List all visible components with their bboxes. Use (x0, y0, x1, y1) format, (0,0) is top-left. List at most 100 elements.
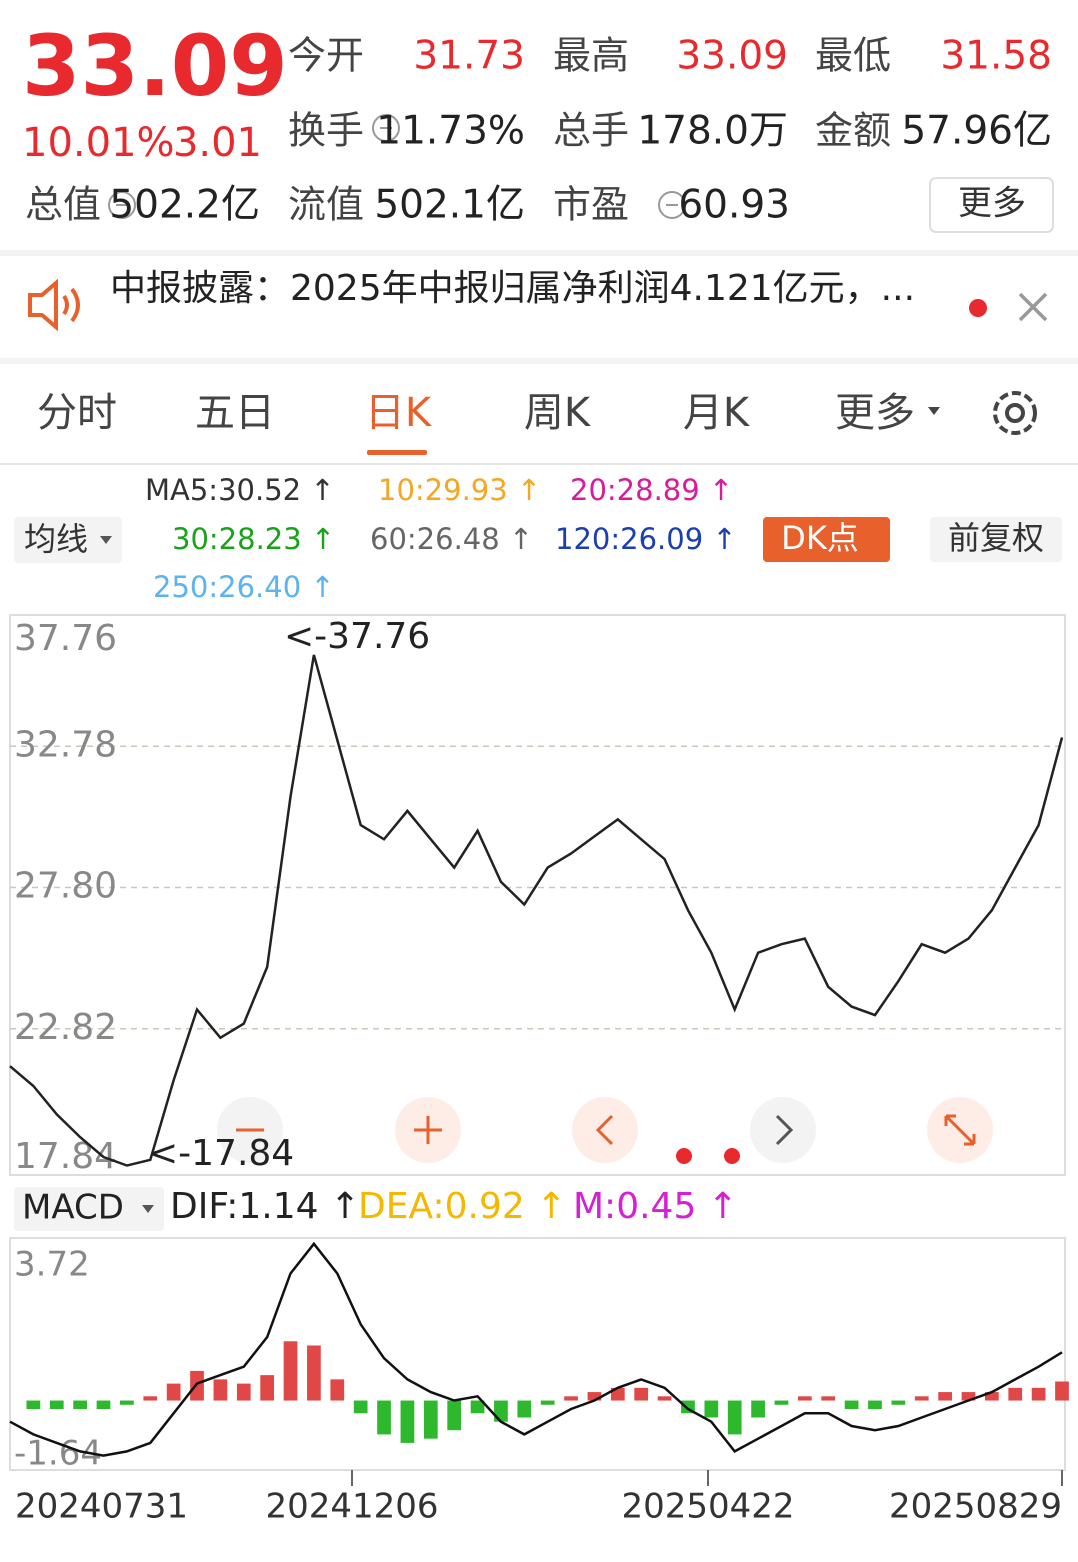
macd-legend: DIF:1.14 ↑ (170, 1186, 360, 1227)
field-value: 31.73 (413, 34, 525, 79)
chart-controls[interactable] (217, 1097, 993, 1163)
macd-bar (938, 1392, 952, 1401)
macd-bar (587, 1392, 602, 1401)
indicator-selector[interactable] (14, 1187, 164, 1231)
macd-bar (517, 1400, 532, 1418)
macd-bar (400, 1400, 415, 1443)
macd-legend: M:0.45 ↑ (573, 1186, 738, 1227)
field-label: 总手 (553, 109, 629, 153)
high-annotation: <-37.76 (284, 616, 430, 657)
macd-bar (961, 1392, 976, 1401)
field-label: 市盈 (553, 183, 629, 227)
low-annotation: <-17.84 (148, 1133, 294, 1174)
macd-bar (751, 1400, 765, 1418)
macd-frame (9, 1237, 1066, 1471)
macd-bar (96, 1400, 111, 1410)
macd-bar (1008, 1387, 1023, 1401)
tab: 分时 (37, 390, 117, 436)
macd-bar (821, 1396, 836, 1401)
tab: 更多 (835, 390, 915, 436)
macd-bar (330, 1379, 345, 1401)
y-tick-label: 3.72 (14, 1245, 90, 1285)
page-dot (724, 1148, 740, 1164)
macd-bar (26, 1400, 41, 1410)
kline-frame (9, 614, 1066, 1176)
dropdown-arrow (142, 1205, 154, 1213)
speaker-icon (28, 278, 80, 332)
macd-legend: DEA:0.92 ↑ (358, 1186, 566, 1227)
separator (0, 358, 1078, 364)
ma-legend: 250:26.40 ↑ (153, 570, 335, 604)
indicator-label: MACD (22, 1188, 124, 1228)
dk-button[interactable] (763, 517, 890, 562)
y-tick-label: 27.80 (14, 866, 117, 907)
macd-bar (797, 1396, 812, 1401)
macd-bar (73, 1400, 87, 1410)
macd-bar (190, 1370, 204, 1401)
macd-bar (774, 1400, 789, 1405)
ma-selector-label: 均线 (24, 520, 88, 558)
macd-bar (307, 1345, 321, 1401)
macd-bar (377, 1400, 391, 1435)
tab: 日K (365, 390, 433, 436)
more-button[interactable] (929, 177, 1054, 233)
macd-bar (564, 1396, 578, 1401)
fq-label: 前复权 (948, 519, 1044, 557)
field-label: 最高 (553, 34, 629, 78)
macd-bar (891, 1400, 906, 1405)
x-tick-label: 20240731 (15, 1487, 188, 1527)
field-value: 502.2亿 (109, 183, 260, 228)
separator (0, 250, 1078, 256)
field-value: 502.1亿 (374, 183, 525, 228)
news-text: 中报披露：2025年中报归属净利润4.121亿元，... (110, 268, 915, 309)
macd-bar (470, 1400, 485, 1414)
close-button[interactable] (1018, 292, 1048, 322)
field-value: 33.09 (676, 34, 788, 79)
fq-button[interactable] (930, 517, 1062, 562)
field-label: 换手 (288, 109, 364, 153)
change-pct: 10.01% (22, 120, 175, 166)
unread-dot (969, 299, 987, 317)
macd-bar (283, 1341, 298, 1401)
ma-legend: 30:28.23 ↑ (172, 522, 335, 556)
change: 3.01 (173, 120, 262, 166)
macd-bar (166, 1383, 181, 1401)
macd-bar (49, 1400, 64, 1410)
dk-label: DK点 (781, 519, 859, 557)
settings-icon[interactable] (993, 391, 1037, 435)
x-tick-label: 20241206 (265, 1487, 438, 1527)
field-label: 金额 (815, 109, 891, 153)
page-dot (676, 1148, 692, 1164)
ma-legend: 120:26.09 ↑ (555, 522, 737, 556)
macd-bar (143, 1396, 158, 1401)
macd-bar (353, 1400, 368, 1414)
macd-bar (213, 1379, 228, 1401)
macd-bar (868, 1400, 882, 1410)
x-tick-label: 20250422 (621, 1487, 794, 1527)
field-label: 流值 (288, 183, 364, 227)
price: 33.09 (22, 17, 288, 115)
tab: 周K (524, 390, 592, 436)
field-label: 最低 (815, 34, 891, 78)
dropdown-arrow (100, 536, 112, 544)
macd-bar (236, 1383, 251, 1401)
macd-bar (985, 1392, 999, 1401)
macd-bar (914, 1396, 929, 1401)
tab: 月K (683, 390, 751, 436)
macd-bar (447, 1400, 462, 1431)
field-value: 178.0万 (637, 109, 788, 154)
field-value: 57.96亿 (901, 109, 1052, 154)
field-label: 今开 (288, 34, 364, 78)
ma-legend: 60:26.48 ↑ (370, 522, 533, 556)
x-tick-label: 20250829 (889, 1487, 1062, 1527)
y-tick-label: 32.78 (14, 724, 117, 765)
tab: 五日 (195, 390, 275, 436)
macd-bar (423, 1400, 438, 1439)
field-value: 31.58 (940, 34, 1052, 79)
ma-legend: MA5:30.52 ↑ (145, 473, 335, 507)
dropdown-arrow (928, 407, 940, 415)
y-tick-label: 17.84 (14, 1136, 117, 1177)
price-line (9, 654, 1064, 1167)
ma-selector[interactable] (14, 517, 122, 563)
